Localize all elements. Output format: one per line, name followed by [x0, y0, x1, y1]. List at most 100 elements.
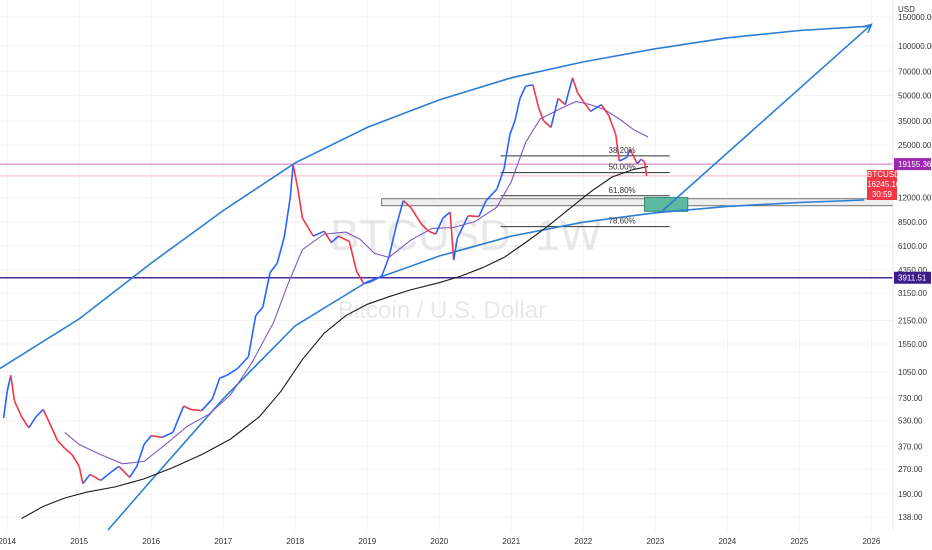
- price-segment-down: [614, 134, 621, 162]
- y-tick-label: 25000.00: [898, 141, 932, 150]
- current-price: 16245.16: [867, 179, 901, 189]
- price-segment-up: [452, 238, 459, 261]
- price-segment-up: [395, 200, 405, 227]
- price-segment-up: [330, 235, 340, 244]
- price-segment-up: [161, 431, 174, 439]
- y-tick-label: 6100.00: [898, 242, 927, 251]
- x-tick-label: 2017: [214, 537, 232, 546]
- price-segment-up: [363, 280, 372, 285]
- x-tick-label: 2020: [430, 537, 448, 546]
- x-tick-label: 2016: [142, 537, 160, 546]
- price-segment-up: [255, 306, 264, 317]
- y-tick-label: 370.00: [898, 442, 923, 451]
- price-segment-down: [468, 214, 479, 218]
- price-segment-down: [409, 206, 422, 225]
- y-tick-label: 70000.00: [898, 67, 932, 76]
- price-segment-up: [509, 120, 516, 135]
- price-segment-down: [64, 447, 73, 456]
- y-tick-label: 8500.00: [898, 218, 927, 227]
- price-segment-down: [78, 466, 84, 484]
- moving-average-black-line: [21, 166, 649, 519]
- price-segment-up: [525, 84, 534, 87]
- price-segment-up: [247, 315, 257, 357]
- price-segment-down: [543, 120, 552, 129]
- price-segment-down: [301, 217, 314, 237]
- y-tick-label: 1050.00: [898, 368, 927, 377]
- price-tag-box: [894, 271, 931, 284]
- price-segment-down: [190, 408, 202, 412]
- x-tick-label: 2021: [502, 537, 520, 546]
- price-segment-up: [237, 355, 250, 370]
- price-segment-up: [100, 471, 113, 482]
- price-segment-down: [420, 223, 430, 232]
- price-segment-up: [28, 416, 37, 429]
- price-series: [2, 77, 648, 485]
- currency-label: USD: [898, 5, 915, 14]
- price-segment-up: [380, 257, 390, 277]
- x-tick-label: 2025: [790, 537, 808, 546]
- price-segment-down: [42, 409, 52, 426]
- x-tick-label: 2014: [0, 537, 17, 546]
- price-segment-up: [172, 405, 185, 433]
- price-segment-down: [71, 454, 80, 467]
- price-segment-up: [219, 374, 228, 379]
- y-tick-label: 12000.00: [898, 194, 932, 203]
- price-tag-label: 3911.51: [898, 274, 927, 283]
- price-segment-up: [442, 211, 451, 219]
- price-segment-down: [607, 114, 617, 135]
- fib-label: 78.60%: [609, 217, 636, 226]
- y-tick-label: 4350.00: [898, 266, 927, 275]
- price-segment-up: [82, 473, 91, 485]
- price-segment-down: [20, 416, 30, 429]
- price-segment-down: [532, 84, 540, 109]
- price-segment-up: [564, 77, 574, 105]
- projection-arrow-line: [662, 23, 872, 212]
- price-segment-up: [519, 85, 527, 99]
- price-segment-down: [355, 270, 365, 285]
- projection-arrow-head: [862, 23, 873, 34]
- price-tags: 19155.36 3911.51: [894, 158, 932, 284]
- target-zone-box: [644, 197, 689, 212]
- price-segment-down: [183, 405, 192, 411]
- price-segment-up: [201, 398, 214, 412]
- y-tick-label: 730.00: [898, 394, 923, 403]
- y-tick-label: 138.00: [898, 513, 923, 522]
- x-axis-ticks: 2014 2015 2016 2017 2018 2019 2020 2021 2022 2023…: [0, 537, 881, 546]
- price-segment-up: [143, 435, 152, 446]
- fib-labels: 38.20% 50.00% 61.80% 78.60%: [609, 146, 636, 226]
- upper-arc-line: [0, 25, 872, 370]
- current-symbol: BTCUSD: [867, 169, 900, 179]
- y-axis-ticks: 150000.00 100000.00 70000.00 50000.00 35000.…: [898, 13, 932, 522]
- fib-label: 38.20%: [609, 146, 636, 155]
- price-segment-down: [537, 107, 545, 122]
- price-segment-down: [292, 164, 299, 187]
- price-segment-down: [348, 241, 358, 272]
- y-tick-label: 530.00: [898, 417, 923, 426]
- price-segment-up: [111, 465, 120, 473]
- price-segment-up: [434, 217, 444, 235]
- price-segment-down: [13, 400, 23, 418]
- y-tick-label: 3150.00: [898, 289, 927, 298]
- x-tick-label: 2015: [70, 537, 88, 546]
- y-tick-label: 150000.00: [898, 13, 932, 22]
- x-tick-label: 2019: [358, 537, 376, 546]
- price-segment-up: [6, 375, 12, 392]
- x-tick-label: 2024: [718, 537, 736, 546]
- current-price-tag: BTCUSD 16245.16 30:59: [867, 169, 901, 200]
- price-segment-down: [428, 230, 436, 235]
- price-segment-down: [296, 186, 304, 219]
- price-segment-up: [136, 444, 145, 467]
- watermark-instrument: Bitcoin / U.S. Dollar: [338, 297, 546, 324]
- price-segment-up: [625, 149, 631, 158]
- price-segment-up: [289, 164, 294, 198]
- price-segment-up: [618, 156, 627, 162]
- price-segment-down: [449, 211, 455, 261]
- x-tick-label: 2018: [286, 537, 304, 546]
- price-segment-up: [503, 134, 511, 169]
- price-segment-down: [89, 473, 102, 482]
- fib-label: 50.00%: [609, 163, 636, 172]
- y-tick-label: 1550.00: [898, 340, 927, 349]
- x-tick-label: 2022: [574, 537, 592, 546]
